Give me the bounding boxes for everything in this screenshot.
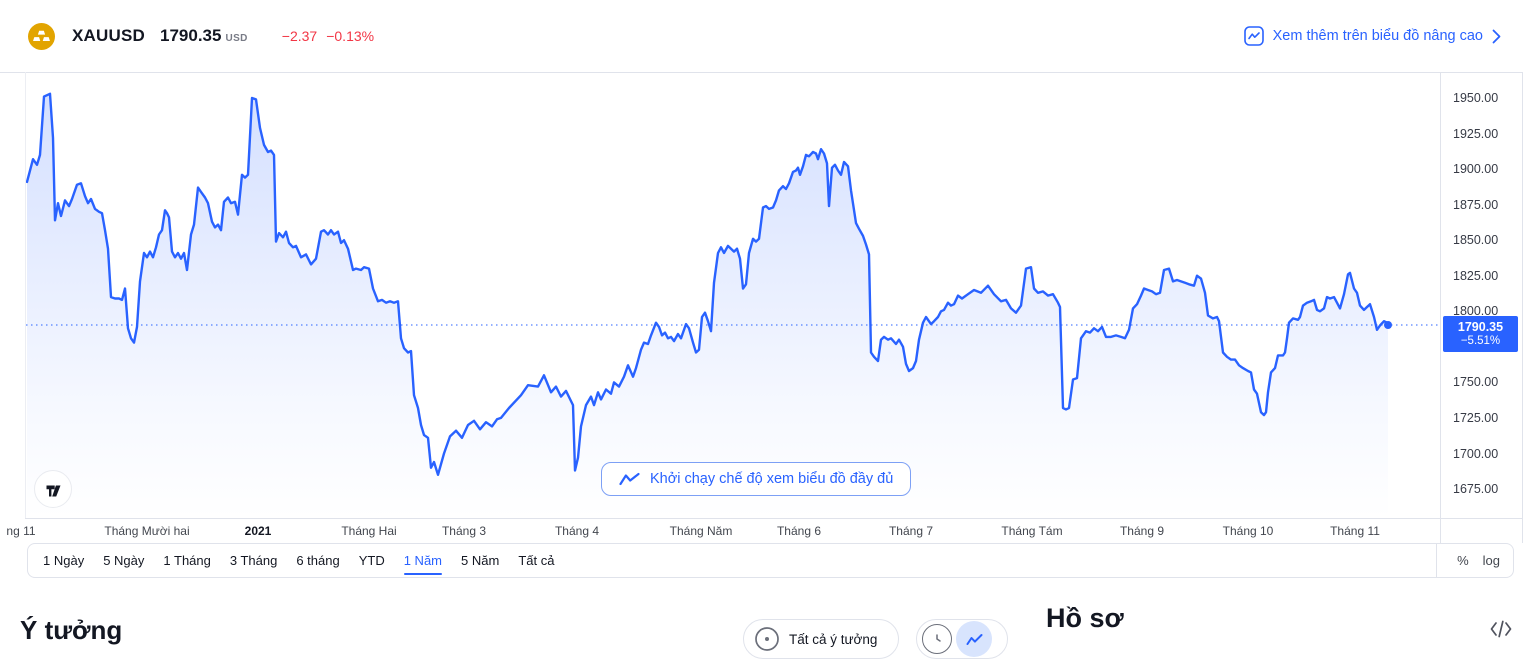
advanced-chart-link[interactable]: Xem thêm trên biểu đồ nâng cao bbox=[1243, 0, 1501, 72]
last-price-badge: 1790.35 −5.51% bbox=[1443, 315, 1518, 352]
chevron-right-icon bbox=[1492, 29, 1501, 43]
ideas-filter-label: Tất cả ý tưởng bbox=[789, 631, 878, 647]
area-fill bbox=[27, 93, 1388, 518]
price-axis-label: 1675.00 bbox=[1453, 482, 1499, 496]
time-axis-divider bbox=[25, 518, 1522, 519]
range-buttons: 1 Ngày 5 Ngày 1 Tháng 3 Tháng 6 tháng YT… bbox=[28, 553, 555, 575]
symbol-currency: USD bbox=[225, 32, 248, 44]
zigzag-chart-icon bbox=[619, 472, 640, 486]
time-axis-label: 2021 bbox=[244, 523, 272, 538]
range-1-day[interactable]: 1 Ngày bbox=[43, 553, 85, 568]
price-axis-label: 1750.00 bbox=[1453, 375, 1499, 390]
tradingview-logo-glyph bbox=[46, 485, 60, 496]
price-line-chart bbox=[26, 92, 1441, 518]
price-axis-label: 1925.00 bbox=[1453, 126, 1499, 141]
time-axis-label: Tháng 10 bbox=[1222, 523, 1274, 538]
chart-line-icon bbox=[966, 633, 982, 645]
time-axis-label: Tháng Tám bbox=[1001, 523, 1063, 538]
change-value: −2.37 bbox=[281, 28, 318, 44]
time-axis-label: Tháng 6 bbox=[776, 523, 822, 538]
percent-scale-button[interactable]: % bbox=[1457, 553, 1469, 568]
time-axis-label: Tháng Năm bbox=[669, 523, 733, 538]
range-ytd[interactable]: YTD bbox=[358, 553, 385, 568]
range-5-day[interactable]: 5 Ngày bbox=[103, 553, 145, 568]
badge-change-percent: −5.51% bbox=[1460, 334, 1501, 347]
card-right-border bbox=[1522, 72, 1523, 543]
time-axis[interactable]: ng 11 Tháng Mười hai 2021 Tháng Hai Tháng 3 T… bbox=[0, 518, 1525, 543]
time-axis-label: ng 11 bbox=[6, 523, 36, 538]
change-percent: −0.13% bbox=[326, 28, 375, 44]
range-3-month[interactable]: 3 Tháng bbox=[229, 553, 278, 568]
price-axis-label: 1850.00 bbox=[1453, 233, 1499, 248]
price-axis[interactable]: 1950.00 1925.00 1900.00 1875.00 1850.00 1825.… bbox=[1453, 72, 1523, 518]
embed-code-icon[interactable] bbox=[1489, 620, 1513, 643]
advanced-chart-label: Xem thêm trên biểu đồ nâng cao bbox=[1272, 28, 1483, 44]
ideas-section-title: Ý tưởng bbox=[20, 615, 123, 645]
range-6-month[interactable]: 6 tháng bbox=[296, 553, 340, 568]
range-5-year[interactable]: 5 Năm bbox=[461, 553, 500, 568]
price-chart-plot[interactable]: Khởi chạy chế độ xem biểu đồ đầy đủ bbox=[25, 72, 1441, 518]
symbol-header: XAUUSD 1790.35 USD −2.37 −0.13% Xem thêm… bbox=[0, 0, 1525, 72]
header-divider bbox=[0, 72, 1522, 73]
price-axis-divider bbox=[1440, 72, 1441, 543]
range-1-month[interactable]: 1 Tháng bbox=[163, 553, 211, 568]
last-price-dot bbox=[1384, 321, 1392, 329]
list-view-toggle[interactable] bbox=[922, 624, 952, 654]
time-axis-label: Tháng Hai bbox=[341, 523, 397, 538]
range-toolbar: 1 Ngày 5 Ngày 1 Tháng 3 Tháng 6 tháng YT… bbox=[27, 543, 1514, 578]
symbol-name: XAUUSD bbox=[72, 26, 145, 45]
time-axis-label: Tháng 4 bbox=[554, 523, 600, 538]
price-axis-label: 1700.00 bbox=[1453, 446, 1499, 461]
price-axis-label: 1875.00 bbox=[1453, 197, 1499, 212]
range-1-year-active[interactable]: 1 Năm bbox=[403, 553, 443, 575]
time-axis-label: Tháng 9 bbox=[1119, 523, 1165, 538]
launch-full-chart-label: Khởi chạy chế độ xem biểu đồ đầy đủ bbox=[650, 471, 894, 487]
time-axis-label: Tháng Mười hai bbox=[104, 523, 190, 538]
badge-price: 1790.35 bbox=[1457, 319, 1504, 334]
chart-view-toggle[interactable] bbox=[956, 621, 992, 657]
time-axis-label: Tháng 7 bbox=[888, 523, 934, 538]
symbol-summary: XAUUSD 1790.35 USD −2.37 −0.13% bbox=[28, 0, 374, 72]
price-axis-label: 1725.00 bbox=[1453, 410, 1499, 425]
filter-circle-icon bbox=[755, 627, 779, 651]
log-scale-button[interactable]: log bbox=[1482, 553, 1500, 568]
mini-chart-icon bbox=[1243, 26, 1264, 46]
time-axis-label: Tháng 11 bbox=[1330, 523, 1380, 538]
scale-separator bbox=[1436, 544, 1438, 577]
scale-controls: % log bbox=[1436, 544, 1500, 577]
price-line bbox=[26, 92, 1390, 476]
price-axis-label: 1900.00 bbox=[1453, 162, 1499, 177]
profile-section-title: Hồ sơ bbox=[1046, 603, 1124, 633]
symbol-change: −2.37 −0.13% bbox=[282, 28, 374, 44]
launch-full-chart-button[interactable]: Khởi chạy chế độ xem biểu đồ đầy đủ bbox=[601, 462, 912, 496]
tradingview-logo[interactable] bbox=[34, 470, 72, 508]
range-all[interactable]: Tất cả bbox=[518, 553, 555, 568]
price-axis-label: 1800.00 bbox=[1453, 304, 1499, 319]
time-axis-label: Tháng 3 bbox=[441, 523, 487, 538]
price-axis-label: 1825.00 bbox=[1453, 268, 1499, 283]
ideas-filter-pill[interactable]: Tất cả ý tưởng bbox=[743, 619, 899, 659]
price-axis-label: 1950.00 bbox=[1453, 91, 1499, 105]
view-toggle-pill bbox=[916, 619, 1008, 659]
gold-symbol-icon bbox=[28, 22, 55, 50]
symbol-price: 1790.35 bbox=[160, 26, 222, 45]
